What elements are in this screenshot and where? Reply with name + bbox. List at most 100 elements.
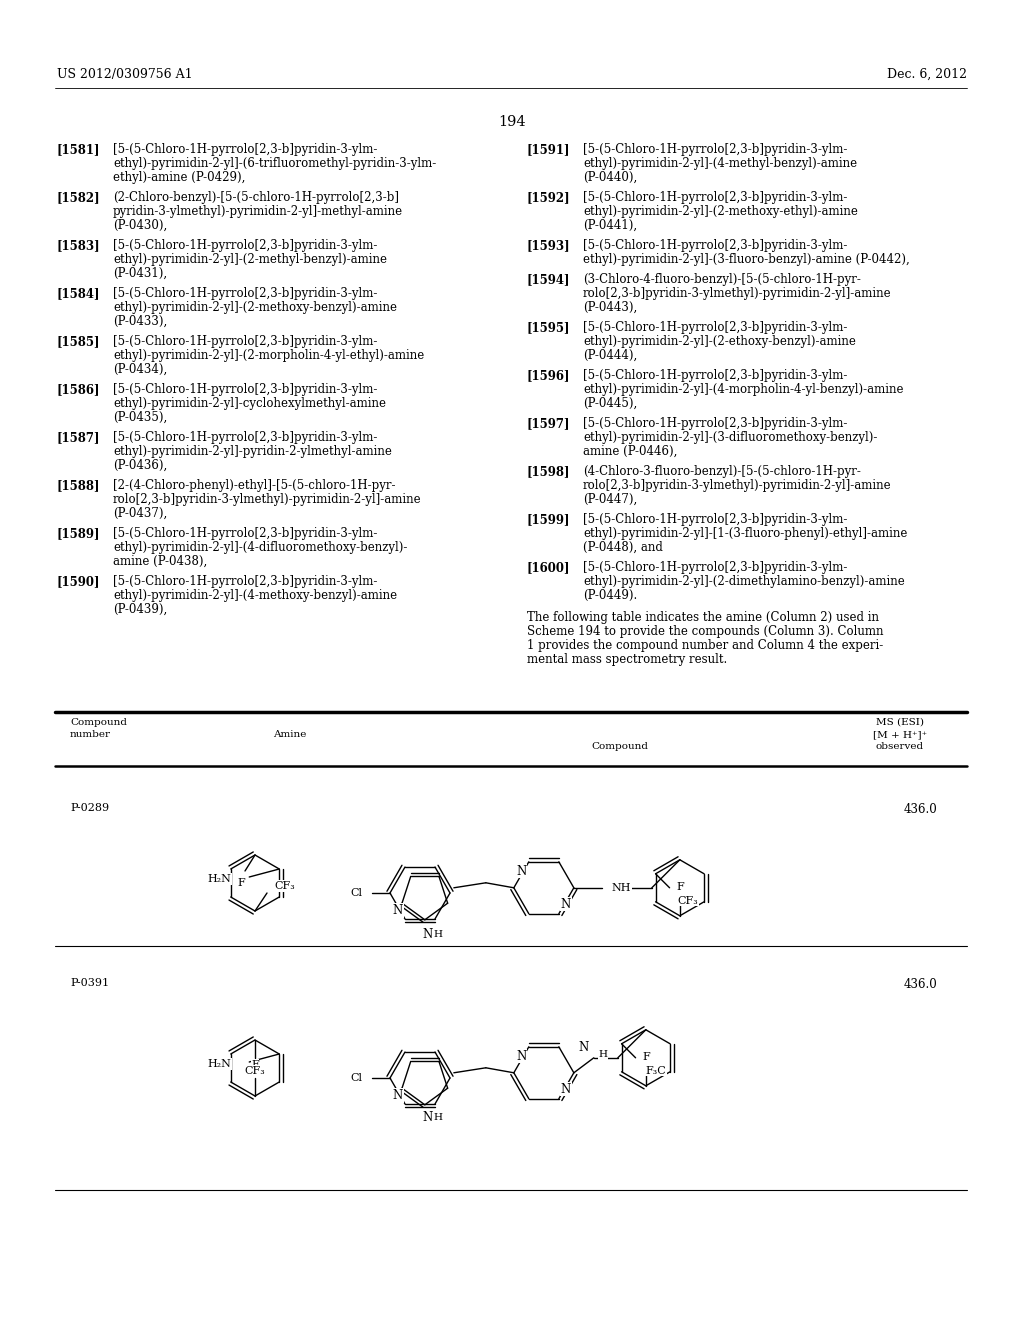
Text: [1599]: [1599]	[527, 513, 570, 525]
Text: amine (P-0438),: amine (P-0438),	[113, 554, 207, 568]
Text: [2-(4-Chloro-phenyl)-ethyl]-[5-(5-chloro-1H-pyr-: [2-(4-Chloro-phenyl)-ethyl]-[5-(5-chloro…	[113, 479, 395, 492]
Text: (P-0434),: (P-0434),	[113, 363, 167, 376]
Text: ethyl)-pyrimidin-2-yl]-[1-(3-fluoro-phenyl)-ethyl]-amine: ethyl)-pyrimidin-2-yl]-[1-(3-fluoro-phen…	[583, 527, 907, 540]
Text: CF₃: CF₃	[245, 1067, 265, 1076]
Text: [1588]: [1588]	[57, 479, 100, 492]
Text: [1595]: [1595]	[527, 321, 570, 334]
Text: (P-0440),: (P-0440),	[583, 172, 637, 183]
Text: ethyl)-pyrimidin-2-yl]-(2-ethoxy-benzyl)-amine: ethyl)-pyrimidin-2-yl]-(2-ethoxy-benzyl)…	[583, 335, 856, 348]
Text: P-0289: P-0289	[70, 803, 110, 813]
Text: amine (P-0446),: amine (P-0446),	[583, 445, 677, 458]
Text: rolo[2,3-b]pyridin-3-ylmethyl)-pyrimidin-2-yl]-amine: rolo[2,3-b]pyridin-3-ylmethyl)-pyrimidin…	[583, 479, 892, 492]
Text: [1586]: [1586]	[57, 383, 100, 396]
Text: N: N	[393, 904, 403, 917]
Text: F: F	[676, 882, 684, 892]
Text: (P-0445),: (P-0445),	[583, 397, 637, 411]
Text: Amine: Amine	[273, 730, 306, 739]
Text: rolo[2,3-b]pyridin-3-ylmethyl)-pyrimidin-2-yl]-amine: rolo[2,3-b]pyridin-3-ylmethyl)-pyrimidin…	[583, 286, 892, 300]
Text: [5-(5-Chloro-1H-pyrrolo[2,3-b]pyridin-3-ylm-: [5-(5-Chloro-1H-pyrrolo[2,3-b]pyridin-3-…	[113, 432, 378, 444]
Text: mental mass spectrometry result.: mental mass spectrometry result.	[527, 653, 727, 667]
Text: H: H	[599, 1051, 608, 1059]
Text: number: number	[70, 730, 111, 739]
Text: [5-(5-Chloro-1H-pyrrolo[2,3-b]pyridin-3-ylm-: [5-(5-Chloro-1H-pyrrolo[2,3-b]pyridin-3-…	[583, 143, 848, 156]
Text: CF₃: CF₃	[274, 880, 295, 891]
Text: ethyl)-pyrimidin-2-yl]-cyclohexylmethyl-amine: ethyl)-pyrimidin-2-yl]-cyclohexylmethyl-…	[113, 397, 386, 411]
Text: ethyl)-pyrimidin-2-yl]-pyridin-2-ylmethyl-amine: ethyl)-pyrimidin-2-yl]-pyridin-2-ylmethy…	[113, 445, 392, 458]
Text: F₃C: F₃C	[645, 1065, 667, 1076]
Text: [5-(5-Chloro-1H-pyrrolo[2,3-b]pyridin-3-ylm-: [5-(5-Chloro-1H-pyrrolo[2,3-b]pyridin-3-…	[583, 321, 848, 334]
Text: ethyl)-pyrimidin-2-yl]-(2-methyl-benzyl)-amine: ethyl)-pyrimidin-2-yl]-(2-methyl-benzyl)…	[113, 253, 387, 267]
Text: N: N	[423, 928, 433, 941]
Text: [5-(5-Chloro-1H-pyrrolo[2,3-b]pyridin-3-ylm-: [5-(5-Chloro-1H-pyrrolo[2,3-b]pyridin-3-…	[583, 513, 848, 525]
Text: [5-(5-Chloro-1H-pyrrolo[2,3-b]pyridin-3-ylm-: [5-(5-Chloro-1H-pyrrolo[2,3-b]pyridin-3-…	[583, 370, 848, 381]
Text: CF₃: CF₃	[678, 896, 698, 906]
Text: ethyl)-pyrimidin-2-yl]-(3-difluoromethoxy-benzyl)-: ethyl)-pyrimidin-2-yl]-(3-difluoromethox…	[583, 432, 878, 444]
Text: Cl: Cl	[350, 888, 362, 898]
Text: N: N	[579, 1041, 589, 1055]
Text: H₂N: H₂N	[208, 1059, 231, 1069]
Text: ethyl)-pyrimidin-2-yl]-(6-trifluoromethyl-pyridin-3-ylm-: ethyl)-pyrimidin-2-yl]-(6-trifluoromethy…	[113, 157, 436, 170]
Text: [1596]: [1596]	[527, 370, 570, 381]
Text: [1592]: [1592]	[527, 191, 570, 205]
Text: rolo[2,3-b]pyridin-3-ylmethyl)-pyrimidin-2-yl]-amine: rolo[2,3-b]pyridin-3-ylmethyl)-pyrimidin…	[113, 492, 422, 506]
Text: [M + H⁺]⁺: [M + H⁺]⁺	[872, 730, 927, 739]
Text: P-0391: P-0391	[70, 978, 110, 987]
Text: (P-0435),: (P-0435),	[113, 411, 167, 424]
Text: (3-Chloro-4-fluoro-benzyl)-[5-(5-chloro-1H-pyr-: (3-Chloro-4-fluoro-benzyl)-[5-(5-chloro-…	[583, 273, 861, 286]
Text: ethyl)-pyrimidin-2-yl]-(3-fluoro-benzyl)-amine (P-0442),: ethyl)-pyrimidin-2-yl]-(3-fluoro-benzyl)…	[583, 253, 909, 267]
Text: [5-(5-Chloro-1H-pyrrolo[2,3-b]pyridin-3-ylm-: [5-(5-Chloro-1H-pyrrolo[2,3-b]pyridin-3-…	[113, 143, 378, 156]
Text: Scheme 194 to provide the compounds (Column 3). Column: Scheme 194 to provide the compounds (Col…	[527, 624, 884, 638]
Text: (P-0448), and: (P-0448), and	[583, 541, 663, 554]
Text: [5-(5-Chloro-1H-pyrrolo[2,3-b]pyridin-3-ylm-: [5-(5-Chloro-1H-pyrrolo[2,3-b]pyridin-3-…	[583, 191, 848, 205]
Text: [1593]: [1593]	[527, 239, 570, 252]
Text: [5-(5-Chloro-1H-pyrrolo[2,3-b]pyridin-3-ylm-: [5-(5-Chloro-1H-pyrrolo[2,3-b]pyridin-3-…	[113, 527, 378, 540]
Text: Cl: Cl	[350, 1073, 362, 1082]
Text: (P-0439),: (P-0439),	[113, 603, 167, 616]
Text: ethyl)-pyrimidin-2-yl]-(2-morpholin-4-yl-ethyl)-amine: ethyl)-pyrimidin-2-yl]-(2-morpholin-4-yl…	[113, 348, 424, 362]
Text: [1597]: [1597]	[527, 417, 570, 430]
Text: (P-0437),: (P-0437),	[113, 507, 167, 520]
Text: Dec. 6, 2012: Dec. 6, 2012	[887, 69, 967, 81]
Text: [1590]: [1590]	[57, 576, 100, 587]
Text: N: N	[516, 865, 526, 878]
Text: [5-(5-Chloro-1H-pyrrolo[2,3-b]pyridin-3-ylm-: [5-(5-Chloro-1H-pyrrolo[2,3-b]pyridin-3-…	[113, 576, 378, 587]
Text: (P-0431),: (P-0431),	[113, 267, 167, 280]
Text: (2-Chloro-benzyl)-[5-(5-chloro-1H-pyrrolo[2,3-b]: (2-Chloro-benzyl)-[5-(5-chloro-1H-pyrrol…	[113, 191, 399, 205]
Text: N: N	[393, 1089, 403, 1102]
Text: [5-(5-Chloro-1H-pyrrolo[2,3-b]pyridin-3-ylm-: [5-(5-Chloro-1H-pyrrolo[2,3-b]pyridin-3-…	[113, 239, 378, 252]
Text: (P-0436),: (P-0436),	[113, 459, 167, 473]
Text: [5-(5-Chloro-1H-pyrrolo[2,3-b]pyridin-3-ylm-: [5-(5-Chloro-1H-pyrrolo[2,3-b]pyridin-3-…	[113, 335, 378, 348]
Text: [5-(5-Chloro-1H-pyrrolo[2,3-b]pyridin-3-ylm-: [5-(5-Chloro-1H-pyrrolo[2,3-b]pyridin-3-…	[113, 383, 378, 396]
Text: F: F	[238, 878, 245, 888]
Text: US 2012/0309756 A1: US 2012/0309756 A1	[57, 69, 193, 81]
Text: 436.0: 436.0	[903, 978, 937, 991]
Text: (P-0433),: (P-0433),	[113, 315, 167, 327]
Text: ethyl)-pyrimidin-2-yl]-(2-methoxy-benzyl)-amine: ethyl)-pyrimidin-2-yl]-(2-methoxy-benzyl…	[113, 301, 397, 314]
Text: [5-(5-Chloro-1H-pyrrolo[2,3-b]pyridin-3-ylm-: [5-(5-Chloro-1H-pyrrolo[2,3-b]pyridin-3-…	[583, 239, 848, 252]
Text: ethyl)-pyrimidin-2-yl]-(4-methoxy-benzyl)-amine: ethyl)-pyrimidin-2-yl]-(4-methoxy-benzyl…	[113, 589, 397, 602]
Text: N: N	[423, 1111, 433, 1123]
Text: [1598]: [1598]	[527, 465, 570, 478]
Text: ethyl)-pyrimidin-2-yl]-(4-morpholin-4-yl-benzyl)-amine: ethyl)-pyrimidin-2-yl]-(4-morpholin-4-yl…	[583, 383, 903, 396]
Text: N: N	[561, 898, 571, 911]
Text: [1594]: [1594]	[527, 273, 570, 286]
Text: (P-0443),: (P-0443),	[583, 301, 637, 314]
Text: F: F	[642, 1052, 649, 1061]
Text: ethyl)-pyrimidin-2-yl]-(4-difluoromethoxy-benzyl)-: ethyl)-pyrimidin-2-yl]-(4-difluoromethox…	[113, 541, 408, 554]
Text: The following table indicates the amine (Column 2) used in: The following table indicates the amine …	[527, 611, 879, 624]
Text: H: H	[433, 1113, 442, 1122]
Text: Compound: Compound	[592, 742, 648, 751]
Text: H: H	[433, 929, 442, 939]
Text: ethyl)-pyrimidin-2-yl]-(4-methyl-benzyl)-amine: ethyl)-pyrimidin-2-yl]-(4-methyl-benzyl)…	[583, 157, 857, 170]
Text: pyridin-3-ylmethyl)-pyrimidin-2-yl]-methyl-amine: pyridin-3-ylmethyl)-pyrimidin-2-yl]-meth…	[113, 205, 403, 218]
Text: [1584]: [1584]	[57, 286, 100, 300]
Text: (P-0444),: (P-0444),	[583, 348, 637, 362]
Text: 194: 194	[499, 115, 525, 129]
Text: NH: NH	[611, 883, 632, 892]
Text: 436.0: 436.0	[903, 803, 937, 816]
Text: [5-(5-Chloro-1H-pyrrolo[2,3-b]pyridin-3-ylm-: [5-(5-Chloro-1H-pyrrolo[2,3-b]pyridin-3-…	[113, 286, 378, 300]
Text: [1581]: [1581]	[57, 143, 100, 156]
Text: (P-0441),: (P-0441),	[583, 219, 637, 232]
Text: observed: observed	[876, 742, 924, 751]
Text: ethyl)-pyrimidin-2-yl]-(2-dimethylamino-benzyl)-amine: ethyl)-pyrimidin-2-yl]-(2-dimethylamino-…	[583, 576, 905, 587]
